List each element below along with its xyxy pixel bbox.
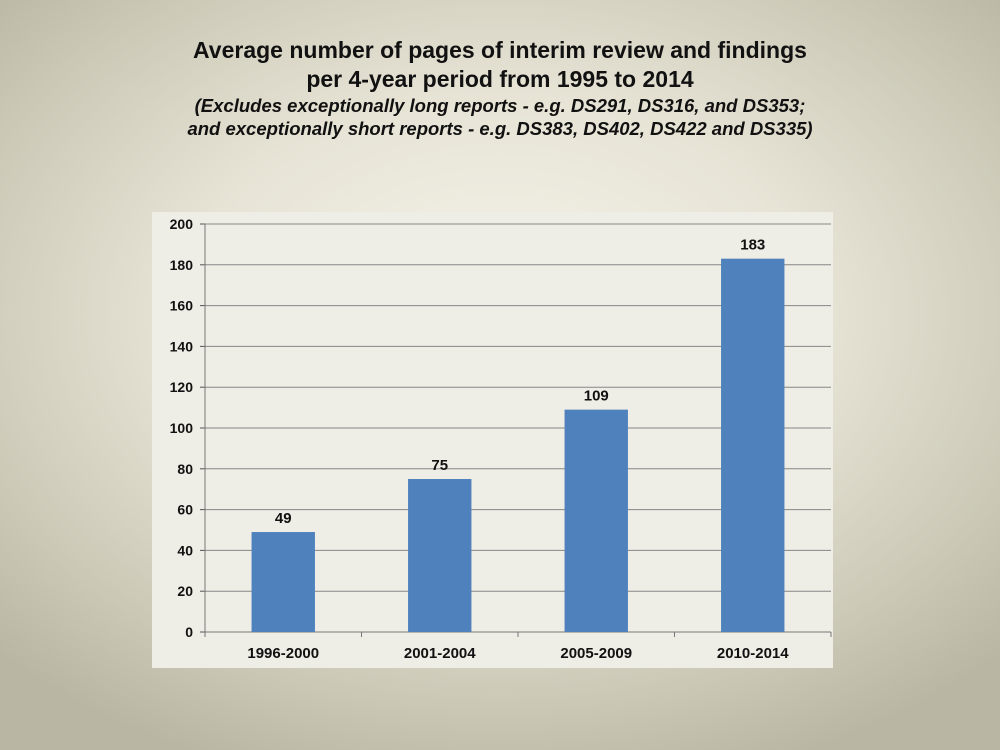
y-tick-label: 200 xyxy=(170,216,194,232)
bar-2005-2009 xyxy=(564,409,628,632)
chart-title-line-2: per 4-year period from 1995 to 2014 xyxy=(306,66,694,92)
y-tick-label: 160 xyxy=(170,298,194,314)
bar-chart: 0 20 40 60 80 100 120 140 160 180 200 49 1996-2000 75… xyxy=(170,216,832,662)
y-tick-label: 20 xyxy=(177,583,193,599)
data-label: 49 xyxy=(275,510,292,527)
x-tick-label: 2001-2004 xyxy=(404,645,476,662)
x-tick-label: 2005-2009 xyxy=(560,645,632,662)
chart-subtitle-line-1: (Excludes exceptionally long reports - e… xyxy=(194,95,806,116)
y-tick-label: 120 xyxy=(170,379,194,395)
data-label: 109 xyxy=(584,388,609,405)
bar-2001-2004 xyxy=(408,479,472,632)
x-tick-label: 1996-2000 xyxy=(247,645,319,662)
bar-2010-2014 xyxy=(721,258,785,632)
chart-title-block: Average number of pages of interim revie… xyxy=(0,36,1000,140)
x-tick-label: 2010-2014 xyxy=(717,645,789,662)
data-label: 183 xyxy=(740,237,765,254)
chart-subtitle-line-2: and exceptionally short reports - e.g. D… xyxy=(187,118,813,139)
y-tick-label: 60 xyxy=(177,502,193,518)
y-tick-label: 40 xyxy=(177,542,193,558)
chart-title-line-1: Average number of pages of interim revie… xyxy=(193,37,807,63)
y-tick-label: 100 xyxy=(170,420,194,436)
y-tick-label: 140 xyxy=(170,338,194,354)
y-tick-label: 180 xyxy=(170,257,194,273)
y-tick-label: 80 xyxy=(177,461,193,477)
data-label: 75 xyxy=(431,457,448,474)
y-tick-label: 0 xyxy=(185,624,193,640)
chart-panel: 0 20 40 60 80 100 120 140 160 180 200 49 1996-2000 75… xyxy=(152,212,833,668)
bar-1996-2000 xyxy=(251,532,315,632)
